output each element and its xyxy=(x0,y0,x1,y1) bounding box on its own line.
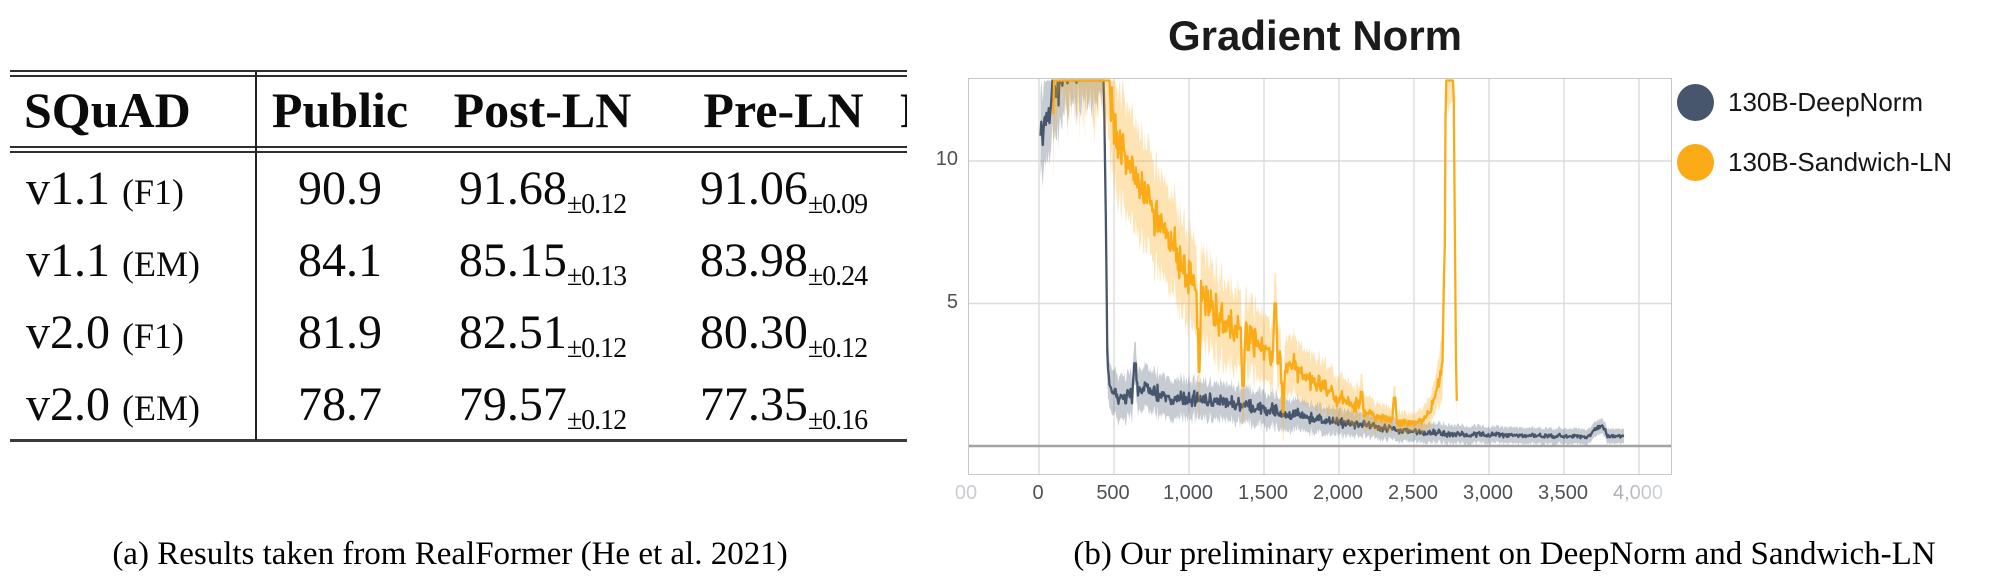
table-header-preln: Pre-LN xyxy=(703,82,864,138)
table-column-divider xyxy=(255,72,257,440)
table-header-rule xyxy=(10,146,907,153)
gradient-norm-plot xyxy=(968,78,1672,475)
y-axis-tick-label: 5 xyxy=(946,290,958,313)
public-value: 81.9 xyxy=(298,305,382,359)
x-axis-tick-label: 4,000 xyxy=(1593,482,1683,505)
preln-value: 91.06±0.09 xyxy=(699,161,868,220)
row-label: v2.0 (EM) xyxy=(26,377,200,431)
legend-label-deepnorm: 130B-DeepNorm xyxy=(1728,87,1924,117)
row-label: v1.1 (EM) xyxy=(26,233,200,287)
table-row: v2.0 (F1) 81.9 82.51±0.12 80.30±0.12 xyxy=(10,296,907,368)
x-axis-tick-label: 3,500 xyxy=(1537,482,1589,504)
x-axis-tick-label: 2,000 xyxy=(1312,482,1364,504)
table-row: v1.1 (EM) 84.1 85.15±0.13 83.98±0.24 xyxy=(10,224,907,296)
deepnorm-color-dot-icon xyxy=(1677,84,1714,121)
legend-label-sandwichln: 130B-Sandwich-LN xyxy=(1728,147,1953,177)
postln-value: 85.15±0.13 xyxy=(458,233,627,292)
sandwichln-color-dot-icon xyxy=(1677,144,1714,181)
y-axis-tick-label: 10 xyxy=(935,148,958,170)
row-label: v1.1 (F1) xyxy=(26,161,184,215)
x-axis-tick-label: 3,000 xyxy=(1462,482,1514,504)
x-axis-tick-label: 2,500 xyxy=(1387,482,1439,504)
caption-panel-a: (a) Results taken from RealFormer (He et… xyxy=(112,536,788,572)
legend-item-deepnorm: 130B-DeepNorm xyxy=(1677,84,1952,121)
preln-value: 83.98±0.24 xyxy=(699,233,868,292)
postln-value: 91.68±0.12 xyxy=(458,161,627,220)
public-value: 78.7 xyxy=(298,377,382,431)
table-header-public: Public xyxy=(271,82,409,138)
x-axis-tick-label: 500 xyxy=(1096,482,1130,504)
preln-value: 80.30±0.12 xyxy=(699,305,868,364)
x-axis-tick-label: 00 xyxy=(954,482,978,504)
table-top-rule xyxy=(10,70,907,77)
x-axis-tick-label: 1,500 xyxy=(1237,482,1289,504)
table-header-row: SQuAD Public Post-LN Pre-LN xyxy=(10,72,907,148)
postln-value: 79.57±0.12 xyxy=(458,377,627,436)
table-header-postln: Post-LN xyxy=(453,82,632,138)
table-header-squad: SQuAD xyxy=(24,82,191,138)
public-value: 84.1 xyxy=(298,233,382,287)
table-body: v1.1 (F1) 90.9 91.68±0.12 91.06±0.09 v1.1 (E… xyxy=(10,152,907,440)
table-row: v1.1 (F1) 90.9 91.68±0.12 91.06±0.09 xyxy=(10,152,907,224)
public-value: 90.9 xyxy=(298,161,382,215)
x-axis-tick-label: 0 xyxy=(1032,482,1044,504)
squad-results-table: SQuAD Public Post-LN Pre-LN v1.1 (F1) 90.… xyxy=(10,70,907,442)
legend-item-sandwichln: 130B-Sandwich-LN xyxy=(1677,144,1952,181)
table-bottom-rule xyxy=(10,439,907,442)
table-row: v2.0 (EM) 78.7 79.57±0.12 77.35±0.16 xyxy=(10,368,907,440)
table-clipped-column-sliver: R xyxy=(900,80,907,140)
postln-value: 82.51±0.12 xyxy=(458,305,627,364)
row-label: v2.0 (F1) xyxy=(26,305,184,359)
chart-title: Gradient Norm xyxy=(1167,12,1463,59)
caption-panel-b: (b) Our preliminary experiment on DeepNo… xyxy=(1073,536,1936,572)
chart-legend: 130B-DeepNorm 130B-Sandwich-LN xyxy=(1677,84,1952,204)
preln-value: 77.35±0.16 xyxy=(699,377,868,436)
x-axis-tick-label: 1,000 xyxy=(1162,482,1214,504)
